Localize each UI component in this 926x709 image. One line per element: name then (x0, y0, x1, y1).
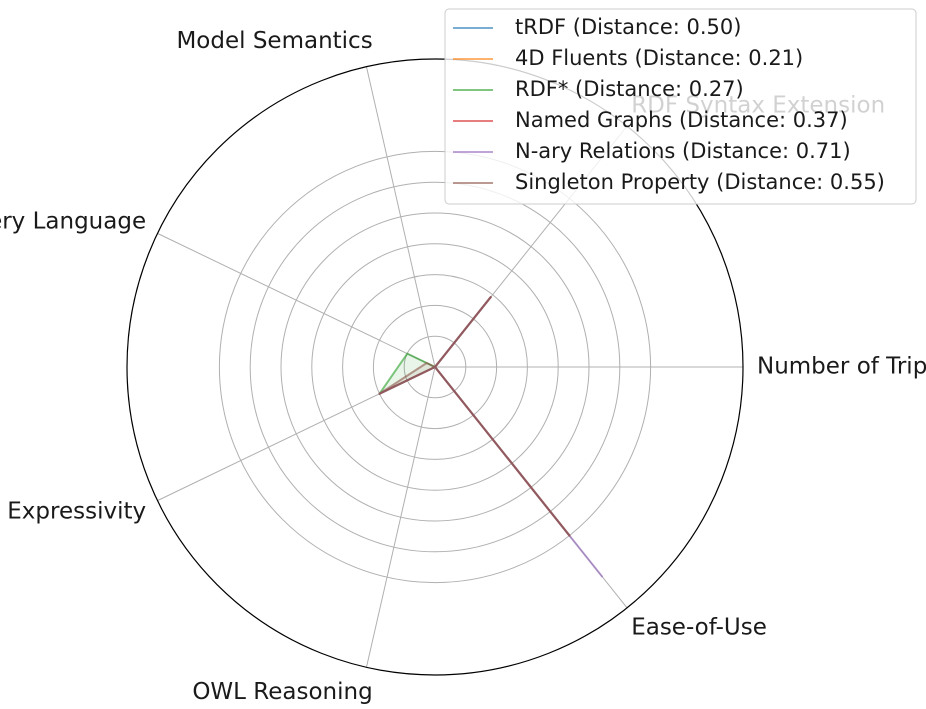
outer-ring (126, 58, 744, 676)
axis-label-5: Temporal Expressivity (0, 498, 146, 524)
legend-label-1: tRDF (Distance: 0.50) (515, 15, 741, 39)
legend-label-3: RDF* (Distance: 0.27) (515, 77, 744, 101)
series-polygon-6 (378, 296, 571, 537)
legend-label-5: N-ary Relations (Distance: 0.71) (515, 139, 851, 163)
legend-label-6: Singleton Property (Distance: 0.55) (515, 170, 885, 194)
legend: tRDF (Distance: 0.50) 4D Fluents (Distanc… (444, 8, 917, 205)
legend-box (444, 8, 917, 205)
axis-label-4: Query Language (0, 209, 146, 235)
spoke-3 (365, 66, 436, 368)
spoke-4 (157, 232, 436, 368)
legend-label-4: Named Graphs (Distance: 0.37) (515, 108, 848, 132)
axis-label-3: Model Semantics (176, 28, 372, 54)
legend-label-2: 4D Fluents (Distance: 0.21) (515, 46, 803, 70)
spoke-6 (365, 366, 436, 668)
axis-label-7: Ease-of-Use (631, 615, 767, 641)
axis-label-6: OWL Reasoning (192, 679, 372, 705)
series-layer (378, 296, 604, 578)
axis-label-1: Number of Triples (757, 354, 926, 380)
